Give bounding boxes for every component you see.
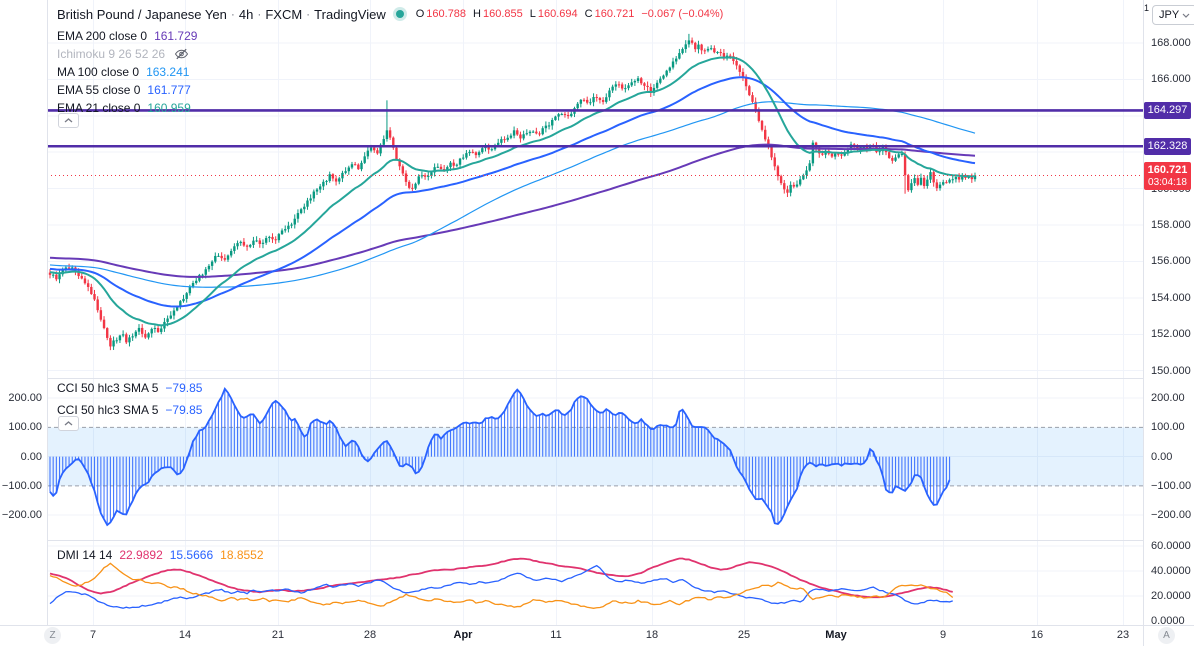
high-label: H: [473, 8, 481, 20]
dmi-axis-label: 40.0000: [1151, 565, 1191, 577]
indicator-name: DMI 14 14: [57, 548, 113, 562]
indicator-value: 18.8552: [220, 548, 264, 562]
indicator-name: EMA 55 close 0: [57, 83, 141, 97]
indicator-name: EMA 200 close 0: [57, 29, 148, 43]
symbol-name[interactable]: British Pound / Japanese Yen: [57, 6, 227, 22]
cci-axis-label-left: −200.00: [1, 509, 42, 522]
dmi-axis-label: 20.0000: [1151, 590, 1191, 602]
time-axis-label: 23: [1116, 629, 1130, 641]
indicator-name: CCI 50 hlc3 SMA 5: [57, 381, 159, 395]
time-axis-label: 9: [939, 629, 947, 641]
main-indicator-legend: EMA 200 close 0 161.729 Ichimoku 9 26 52 2…: [57, 27, 197, 117]
chevron-up-icon: [64, 421, 73, 426]
chevron-up-icon: [64, 118, 73, 123]
indicator-value: 161.729: [154, 29, 198, 43]
cci-axis-label: −100.00: [1151, 479, 1192, 492]
indicator-value: 15.5666: [169, 548, 214, 562]
price-axis-label: 156.000: [1151, 255, 1191, 268]
cci-axis-label-left: 100.00: [8, 421, 42, 434]
indicator-value: 22.9892: [119, 548, 163, 562]
price-axis-label: 158.000: [1151, 219, 1191, 232]
platform-label: TradingView: [314, 6, 386, 22]
collapse-cci-button[interactable]: [58, 416, 79, 431]
chevron-down-icon: [1182, 13, 1190, 18]
price-axis-label: 150.000: [1151, 364, 1191, 377]
price-level-badge: 164.297: [1144, 101, 1191, 119]
cci-axis-label-left: −100.00: [1, 479, 42, 492]
indicator-value: 161.777: [147, 83, 191, 97]
market-open-icon[interactable]: [395, 10, 404, 18]
time-axis-label: 25: [737, 629, 751, 641]
indicator-legend-row[interactable]: MA 100 close 0 163.241: [57, 63, 197, 81]
time-axis-label: 14: [178, 629, 192, 641]
indicator-value: 163.241: [146, 65, 190, 79]
indicator-legend-row[interactable]: EMA 200 close 0 161.729: [57, 27, 197, 45]
collapse-main-indicators-button[interactable]: [58, 113, 79, 128]
change-value: −0.067 (−0.04%): [641, 8, 724, 20]
dmi-indicator-legend: DMI 14 14 22.9892 15.5666 18.8552: [57, 546, 271, 564]
high-value: 160.855: [483, 8, 523, 20]
indicator-value: 160.959: [147, 101, 191, 115]
open-label: O: [415, 8, 425, 20]
indicator-name: MA 100 close 0: [57, 65, 140, 79]
timeframe-label[interactable]: 4h: [238, 6, 254, 22]
time-axis-label: 16: [1030, 629, 1044, 641]
auto-scale-button[interactable]: A: [1158, 627, 1175, 644]
time-axis-label: 28: [363, 629, 377, 641]
title-separator: ·: [306, 7, 311, 21]
indicator-value: −79.85: [165, 403, 203, 417]
low-label: L: [529, 8, 536, 20]
close-label: C: [584, 8, 593, 20]
indicator-name: EMA 21 close 0: [57, 101, 141, 115]
dmi-axis-label: 60.0000: [1151, 540, 1191, 552]
cci-axis-label: −200.00: [1151, 509, 1192, 522]
cci-axis-label: 0.00: [1151, 450, 1173, 463]
cci-axis-label-left: 200.00: [8, 392, 42, 405]
dmi-axis-label: 0.0000: [1151, 615, 1185, 627]
indicator-legend-row[interactable]: EMA 55 close 0 161.777: [57, 81, 197, 99]
price-axis-label: 166.000: [1151, 73, 1191, 86]
cci-axis-label-left: 0.00: [20, 450, 42, 463]
time-axis-label: 11: [550, 629, 562, 641]
title-separator: ·: [257, 7, 262, 21]
indicator-legend-row[interactable]: DMI 14 14 22.9892 15.5666 18.8552: [57, 546, 271, 564]
timezone-button[interactable]: Z: [44, 627, 61, 644]
eye-slash-icon: [174, 48, 189, 60]
time-axis-label: May: [825, 629, 847, 641]
indicator-name: CCI 50 hlc3 SMA 5: [57, 403, 159, 417]
open-value: 160.788: [426, 8, 467, 20]
low-value: 160.694: [537, 8, 578, 20]
ohlc-readout: O 160.788 H 160.855 L 160.694 C 160.721 −0.0…: [416, 8, 731, 20]
time-axis-label: 7: [89, 629, 97, 641]
time-axis-label: Apr: [453, 629, 473, 641]
price-scale-unit: 1: [1144, 3, 1150, 13]
cci-indicator-legend: CCI 50 hlc3 SMA 5 −79.85 CCI 50 hlc3 SMA 5…: [57, 379, 202, 423]
indicator-legend-row[interactable]: Ichimoku 9 26 52 26: [57, 45, 197, 63]
exchange-label[interactable]: FXCM: [265, 6, 303, 22]
price-level-badge: 162.328: [1144, 137, 1191, 155]
indicator-legend-row[interactable]: CCI 50 hlc3 SMA 5 −79.85: [57, 379, 202, 397]
close-value: 160.721: [594, 8, 635, 20]
currency-label: JPY: [1159, 9, 1180, 21]
cci-axis-label: 100.00: [1151, 421, 1185, 434]
last-price-badge: 160.721 03:04:18: [1144, 161, 1191, 190]
price-axis-label: 154.000: [1151, 291, 1191, 304]
chart-header: British Pound / Japanese Yen · 4h · FXCM…: [57, 4, 730, 24]
indicator-value: −79.85: [165, 381, 203, 395]
currency-dropdown[interactable]: JPY: [1152, 5, 1194, 25]
indicator-legend-row[interactable]: CCI 50 hlc3 SMA 5 −79.85: [57, 401, 202, 419]
title-separator: ·: [230, 7, 235, 21]
time-axis-label: 18: [645, 629, 659, 641]
indicator-name: Ichimoku 9 26 52 26: [57, 47, 166, 61]
price-axis-label: 168.000: [1151, 36, 1191, 49]
cci-axis-label: 200.00: [1151, 392, 1185, 405]
indicator-legend-row[interactable]: EMA 21 close 0 160.959: [57, 99, 197, 117]
price-axis-label: 152.000: [1151, 328, 1191, 341]
time-axis-label: 21: [271, 629, 285, 641]
